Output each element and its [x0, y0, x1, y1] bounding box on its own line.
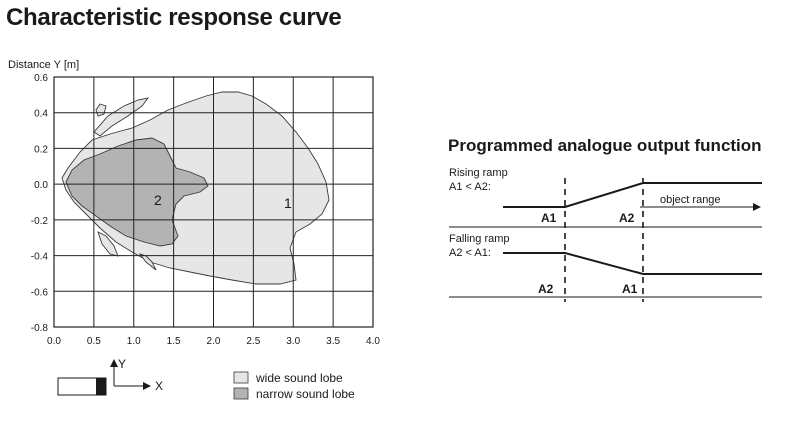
- x-tick-label: 1.5: [167, 336, 181, 347]
- rising-ramp-condition: A1 < A2:: [449, 181, 491, 193]
- chart-tick-labels: 0.0 0.5 1.0 1.5 2.0 2.5 3.0 3.5 4.0 0.6 0.4 0.2 0.0 -…: [31, 73, 381, 347]
- y-tick-label: 0.6: [34, 73, 48, 84]
- x-tick-label: 3.5: [326, 336, 340, 347]
- rising-marker-a2: A2: [619, 211, 635, 225]
- x-tick-label: 3.0: [286, 336, 300, 347]
- y-direction-label: Y: [118, 357, 126, 371]
- sensor-head: [96, 378, 106, 395]
- falling-ramp-curve: [503, 252, 762, 275]
- narrow-sound-lobe: [65, 137, 209, 247]
- y-tick-label: 0.2: [34, 144, 48, 155]
- y-tick-label: -0.2: [31, 216, 49, 227]
- x-tick-label: 0.0: [47, 336, 61, 347]
- rising-ramp-label: Rising ramp: [449, 167, 508, 179]
- x-tick-label: 4.0: [366, 336, 380, 347]
- x-tick-label: 1.0: [127, 336, 141, 347]
- falling-ramp-condition: A2 < A1:: [449, 247, 491, 259]
- falling-marker-a1: A1: [622, 282, 638, 296]
- y-axis-label: Distance Y [m]: [8, 59, 79, 71]
- legend: wide sound lobe narrow sound lobe: [233, 371, 355, 401]
- legend-label-narrow: narrow sound lobe: [256, 387, 355, 401]
- legend-swatch-narrow: [233, 387, 249, 400]
- y-tick-label: -0.4: [31, 252, 49, 263]
- output-function-title: Programmed analogue output function: [448, 136, 762, 155]
- chart-grid: [53, 76, 374, 328]
- x-tick-label: 2.5: [246, 336, 260, 347]
- legend-swatch-wide: [233, 371, 249, 384]
- x-tick-label: 2.0: [207, 336, 221, 347]
- falling-ramp-label: Falling ramp: [449, 233, 510, 245]
- y-tick-label: 0.0: [34, 180, 48, 191]
- legend-label-wide: wide sound lobe: [255, 371, 343, 385]
- y-tick-label: -0.6: [31, 287, 49, 298]
- falling-marker-a2: A2: [538, 282, 554, 296]
- chart-frame: [53, 76, 374, 328]
- rising-marker-a1: A1: [541, 211, 557, 225]
- y-tick-label: -0.8: [31, 323, 49, 334]
- wide-side-lobe-upper-1: [93, 97, 150, 137]
- rising-ramp-curve: [503, 182, 762, 208]
- sensor-diagram: X Y: [57, 357, 163, 396]
- x-tick-label: 0.5: [87, 336, 101, 347]
- page-title: Characteristic response curve: [6, 4, 342, 31]
- y-tick-label: 0.4: [34, 109, 48, 120]
- object-range-label: object range: [660, 194, 721, 206]
- lobe-label-wide: 1: [284, 195, 292, 211]
- x-direction-label: X: [155, 379, 163, 393]
- wide-side-lobe-upper-2: [95, 103, 107, 117]
- lobe-label-narrow: 2: [154, 192, 162, 208]
